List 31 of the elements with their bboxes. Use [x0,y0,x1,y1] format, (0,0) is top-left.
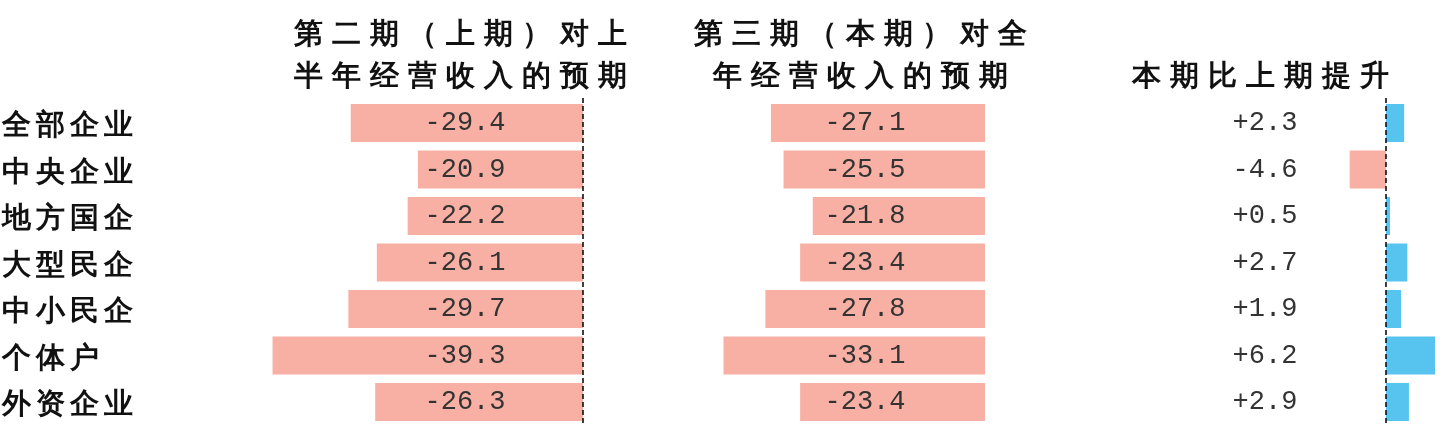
data-label: -33.1 [824,340,906,371]
data-label: -26.3 [424,387,506,417]
data-label: +1.9 [1232,294,1298,324]
data-label: -21.8 [824,201,906,231]
data-label: -27.1 [824,108,906,138]
data-label: -23.4 [824,387,906,417]
y-tick-label: 中央企业 [2,152,138,190]
data-label: +6.2 [1232,340,1298,371]
y-tick-label: 全部企业 [2,106,138,143]
y-tick-label: 个体户 [2,338,104,376]
y-tick-label: 地方国企 [2,199,138,236]
data-label: +2.9 [1232,387,1298,417]
chart-title: 第二期（上期）对上半年经营收入的预期 [293,15,637,94]
data-label: -25.5 [824,154,906,185]
data-label: -20.9 [424,154,506,185]
data-label: -27.8 [824,294,906,324]
data-label: +2.7 [1232,247,1298,278]
data-label: -26.1 [424,247,506,278]
chart-title: 本期比上期提升 [1130,57,1399,94]
y-tick-label: 大型民企 [2,245,138,283]
data-label: -29.7 [424,294,506,324]
chart-title: 第三期（本期）对全年经营收入的预期 [693,15,1037,94]
y-tick-label: 中小民企 [2,292,138,329]
data-label: -23.4 [824,247,906,278]
data-label: -29.4 [424,108,506,138]
data-label: +0.5 [1232,201,1298,231]
data-label: +2.3 [1232,108,1298,138]
data-label: -22.2 [424,201,506,231]
data-label: -4.6 [1232,154,1298,185]
data-label: -39.3 [424,340,506,371]
y-tick-label: 外资企业 [2,385,138,422]
